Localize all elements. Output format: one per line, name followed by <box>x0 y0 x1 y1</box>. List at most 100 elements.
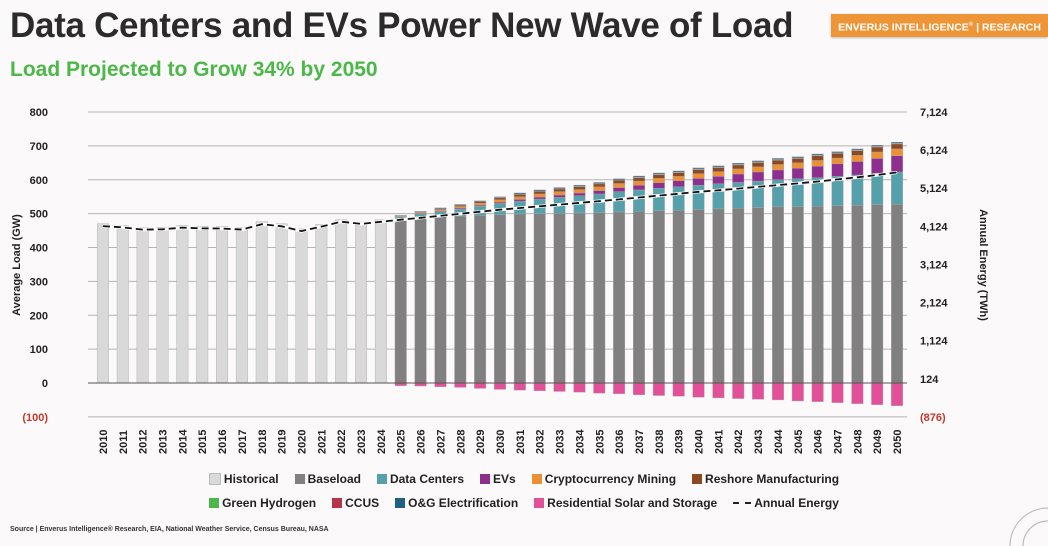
bar-segment-cryptocurrency-mining <box>633 180 645 186</box>
bar-segment-baseload <box>712 208 725 384</box>
bar-segment-evs <box>533 196 546 200</box>
bar-segment-residential-solar-and-storage <box>831 382 844 403</box>
bar-segment-cryptocurrency-mining <box>652 178 665 183</box>
bar-segment-evs <box>593 190 606 195</box>
x-axis-tick-label: 2020 <box>296 430 308 454</box>
bar-segment-historical <box>335 219 348 384</box>
bar-segment-residential-solar-and-storage <box>712 382 725 399</box>
legend-item: CCUS <box>332 496 379 510</box>
legend-label: Cryptocurrency Mining <box>544 472 677 486</box>
bar-segment-reshore-manufacturing <box>633 177 645 182</box>
x-axis-tick-label: 2024 <box>376 429 388 454</box>
x-axis-tick-label: 2010 <box>98 430 110 454</box>
bar-segment-reshore-manufacturing <box>752 162 765 168</box>
right-axis-tick-label: 124 <box>920 374 939 386</box>
bar-segment-reshore-manufacturing <box>553 188 566 192</box>
bar-segment-baseload <box>831 205 844 384</box>
bar-segment-baseload <box>871 204 884 384</box>
x-axis-tick-label: 2038 <box>654 430 666 454</box>
legend-row: Historical Baseload Data Centers EVs Cryptoc… <box>0 467 1048 491</box>
x-axis-tick-label: 2030 <box>495 430 507 454</box>
right-axis-tick-label: (876) <box>920 412 946 424</box>
bar-segment-reshore-manufacturing <box>771 159 784 165</box>
bar-segment-data-centers <box>593 193 606 213</box>
bar-segment-baseload <box>533 213 546 384</box>
bar-segment-residential-solar-and-storage <box>474 382 487 389</box>
legend-item: Green Hydrogen <box>209 496 316 510</box>
x-axis-ticks: 2010 2011 2012 2013 2014 2015 2016 2017 2018 2019… <box>98 429 904 454</box>
x-axis-tick-label: 2032 <box>535 430 547 454</box>
left-axis-tick-label: 300 <box>30 276 48 288</box>
bar-segment-residential-solar-and-storage <box>791 382 804 402</box>
bar-segment-reshore-manufacturing <box>851 150 864 156</box>
bar-segment-cryptocurrency-mining <box>593 186 606 191</box>
bar-segment-evs <box>692 178 705 186</box>
bar-segment-residential-solar-and-storage <box>652 382 665 396</box>
x-axis-tick-label: 2026 <box>416 430 428 454</box>
bar-segment-baseload <box>811 205 824 384</box>
bar-segment-o-g-electrification <box>394 215 407 217</box>
bar-segment-cryptocurrency-mining <box>573 189 586 194</box>
bar-segment-historical <box>156 226 169 384</box>
bar-segment-o-g-electrification <box>593 182 606 184</box>
x-axis-tick-label: 2019 <box>277 430 289 454</box>
bar-segment-data-centers <box>732 182 745 209</box>
bar-segment-evs <box>811 165 824 178</box>
bar-segment-o-g-electrification <box>672 170 685 173</box>
bar-segment-residential-solar-and-storage <box>633 382 645 396</box>
bar-segment-baseload <box>752 207 765 384</box>
bar-segment-residential-solar-and-storage <box>672 382 685 397</box>
bar-segment-baseload <box>613 211 626 384</box>
bar-segment-historical <box>355 221 367 384</box>
bar-segment-evs <box>633 184 645 191</box>
bar-segment-baseload <box>633 211 645 384</box>
bar-segment-evs <box>553 194 566 198</box>
bar-segment-cryptocurrency-mining <box>891 148 904 156</box>
bar-segment-baseload <box>891 203 904 384</box>
x-axis-tick-label: 2023 <box>356 430 368 454</box>
right-axis-tick-label: 7,124 <box>920 107 948 119</box>
stacked-bar-chart: (100) 0 100 200 300 400 500 600 700 800 (876) 124 1… <box>11 107 989 454</box>
decorative-circles-icon <box>1009 507 1048 546</box>
left-axis-tick-label: 500 <box>30 209 48 221</box>
bar-segment-reshore-manufacturing <box>672 172 685 177</box>
legend-swatch <box>692 474 703 484</box>
bar-segment-data-centers <box>613 191 626 213</box>
legend-swatch <box>534 498 545 508</box>
bar-segment-o-g-electrification <box>791 156 804 158</box>
bar-segment-residential-solar-and-storage <box>851 382 864 404</box>
bar-segment-cryptocurrency-mining <box>771 164 784 171</box>
bar-segment-cryptocurrency-mining <box>851 155 864 162</box>
legend-swatch <box>376 474 387 484</box>
legend-item: Reshore Manufacturing <box>692 472 839 486</box>
bar-segment-o-g-electrification <box>414 211 427 212</box>
bar-segment-o-g-electrification <box>692 167 705 170</box>
bar-segment-historical <box>136 227 149 384</box>
bar-segment-evs <box>851 161 864 176</box>
bar-segment-residential-solar-and-storage <box>513 382 526 391</box>
x-axis-tick-label: 2018 <box>257 430 269 454</box>
x-axis-tick-label: 2041 <box>713 430 725 454</box>
right-axis-tick-label: 2,124 <box>920 298 948 310</box>
bar-segment-evs <box>573 192 586 196</box>
bar-segment-evs <box>871 158 884 174</box>
source-note: Source | Enverus Intelligence® Research,… <box>10 526 329 533</box>
x-axis-tick-label: 2029 <box>475 430 487 454</box>
bar-segment-reshore-manufacturing <box>791 158 804 164</box>
x-axis-tick-label: 2022 <box>336 430 348 454</box>
bar-segment-o-g-electrification <box>553 187 566 189</box>
bar-segment-o-g-electrification <box>732 162 745 165</box>
right-axis-tick-label: 3,124 <box>920 259 948 271</box>
bar-segment-baseload <box>851 204 864 384</box>
bar-segment-reshore-manufacturing <box>573 186 586 190</box>
x-axis-tick-label: 2025 <box>396 430 408 454</box>
bar-segment-evs <box>752 171 765 182</box>
bar-segment-reshore-manufacturing <box>692 169 705 174</box>
bar-segment-data-centers <box>871 173 884 205</box>
bar-segment-historical <box>374 219 387 384</box>
left-axis-tick-label: 0 <box>42 378 48 390</box>
bar-segment-o-g-electrification <box>494 196 506 198</box>
bar-segment-o-g-electrification <box>513 192 526 195</box>
right-axis-tick-label: 5,124 <box>920 183 948 195</box>
bar-segment-residential-solar-and-storage <box>613 382 626 395</box>
